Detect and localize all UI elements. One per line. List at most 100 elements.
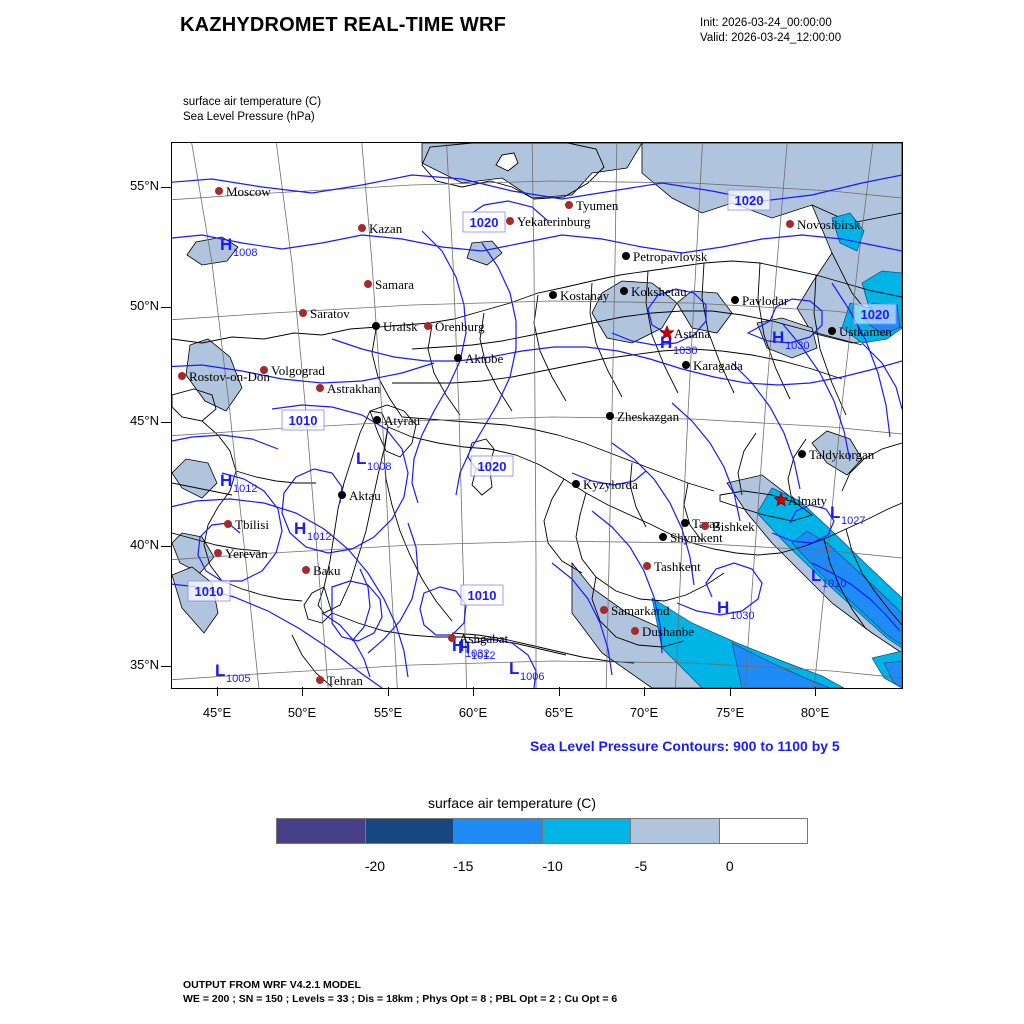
city-marker: Petropavlovsk (622, 249, 708, 264)
city-dot-icon (364, 280, 372, 288)
svg-text:L: L (509, 659, 519, 678)
svg-text:H: H (220, 235, 232, 254)
longitude-tick-label: 80°E (800, 705, 830, 720)
city-dot-icon (316, 676, 324, 684)
colorbar-tick-label: -20 (364, 858, 386, 874)
svg-text:L: L (830, 503, 840, 522)
city-dot-icon (373, 416, 381, 424)
svg-text:1008: 1008 (367, 461, 391, 473)
city-label: Novosibirsk (797, 217, 861, 232)
colorbar-swatch-2 (454, 819, 543, 843)
city-label: Ashgabat (459, 631, 508, 646)
city-label: Volgograd (271, 363, 325, 378)
field-caption: surface air temperature (C) Sea Level Pr… (183, 95, 321, 125)
city-marker: Novosibirsk (786, 217, 861, 232)
city-label: Kostanay (560, 288, 610, 303)
city-marker: Pavlodar (731, 293, 789, 308)
longitude-tick-label: 45°E (202, 705, 232, 720)
city-marker: Ashgabat (448, 631, 508, 646)
city-marker: Kyzylorda (572, 477, 638, 492)
city-marker: Baku (302, 563, 341, 578)
city-dot-icon (828, 327, 836, 335)
svg-text:H: H (717, 598, 729, 617)
longitude-tick-label: 70°E (629, 705, 659, 720)
city-label: Baku (313, 563, 341, 578)
city-dot-icon (215, 187, 223, 195)
city-marker: Zheskazgan (606, 409, 680, 424)
city-dot-icon (786, 220, 794, 228)
svg-text:1010: 1010 (195, 584, 224, 599)
svg-text:L: L (356, 449, 366, 468)
city-label: Dushanbe (642, 624, 694, 639)
svg-text:1030: 1030 (785, 340, 809, 352)
svg-text:1010: 1010 (468, 588, 497, 603)
longitude-tick-mark (815, 687, 816, 696)
latitude-tick-mark (161, 422, 171, 423)
city-marker: Atyrau (373, 413, 421, 428)
city-label: Bishkek (712, 519, 755, 534)
svg-text:1012: 1012 (233, 483, 257, 495)
city-marker: Kostanay (549, 288, 610, 303)
city-marker: Karagada (682, 358, 743, 373)
map-plot-area: 1020 1020 1020 1020 1010 1010 1010 H 1008… (171, 142, 903, 689)
city-dot-icon (224, 520, 232, 528)
svg-text:1030: 1030 (673, 345, 697, 357)
city-label: Yekaterinburg (517, 214, 591, 229)
city-dot-icon (260, 366, 268, 374)
colorbar-swatch-3 (542, 819, 631, 843)
city-dot-icon (549, 291, 557, 299)
city-dot-icon (622, 252, 630, 260)
city-marker: Rostov-on-Don (178, 369, 270, 384)
city-marker: Volgograd (260, 363, 325, 378)
city-label: Orenburg (435, 319, 485, 334)
colorbar-tick-label: -15 (453, 858, 474, 874)
longitude-tick-mark (730, 687, 731, 696)
latitude-tick-label: 45°N (129, 413, 159, 428)
city-label: Yerevan (225, 546, 268, 561)
pressure-center-layer: H 1008 H 1012 H 1012 H 1030 H 1030 H 1030 H 101… (215, 235, 865, 685)
city-marker: Almaty (773, 491, 827, 508)
colorbar-tick-labels: -20 -15 -10 -5 0 (276, 858, 808, 880)
city-dot-icon (798, 450, 806, 458)
contour-legend: Sea Level Pressure Contours: 900 to 1100… (530, 738, 840, 754)
city-dot-icon (643, 562, 651, 570)
latitude-tick-label: 50°N (129, 298, 159, 313)
longitude-tick-label: 50°E (287, 705, 317, 720)
city-label: Moscow (226, 184, 271, 199)
colorbar-swatch-4 (631, 819, 720, 843)
city-dot-icon (178, 372, 186, 380)
longitude-tick-label: 60°E (458, 705, 488, 720)
city-label: Ustkamen (839, 324, 892, 339)
geography-outline-layer (172, 143, 902, 688)
city-dot-icon (731, 296, 739, 304)
city-marker: Astana (659, 324, 710, 341)
footer-line-config: WE = 200 ; SN = 150 ; Levels = 33 ; Dis … (183, 993, 618, 1005)
city-label: Uralsk (383, 319, 418, 334)
svg-text:1027: 1027 (841, 515, 865, 527)
longitude-tick-mark (217, 687, 218, 696)
city-dot-icon (358, 224, 366, 232)
svg-text:1012: 1012 (471, 650, 495, 662)
longitude-tick-mark (302, 687, 303, 696)
page-title: KAZHYDROMET REAL-TIME WRF (180, 14, 507, 36)
latitude-tick-mark (161, 187, 171, 188)
city-label: Petropavlovsk (633, 249, 708, 264)
city-marker: Tyumen (565, 198, 619, 213)
colorbar-title: surface air temperature (C) (427, 795, 597, 811)
city-marker: Ustkamen (828, 324, 892, 339)
latitude-tick-label: 35°N (129, 657, 159, 672)
city-label: Samarkand (611, 603, 670, 618)
svg-text:1008: 1008 (233, 247, 257, 259)
latitude-tick-label: 55°N (129, 178, 159, 193)
city-dot-icon (316, 384, 324, 392)
latitude-tick-label: 40°N (129, 537, 159, 552)
city-dot-icon (659, 533, 667, 541)
capital-star-icon (773, 491, 789, 507)
city-label: Pavlodar (742, 293, 789, 308)
city-marker: Kokshetau (620, 284, 687, 299)
city-dot-icon (424, 322, 432, 330)
city-label: Karagada (693, 358, 743, 373)
city-dot-icon (338, 491, 346, 499)
city-dot-icon (572, 480, 580, 488)
